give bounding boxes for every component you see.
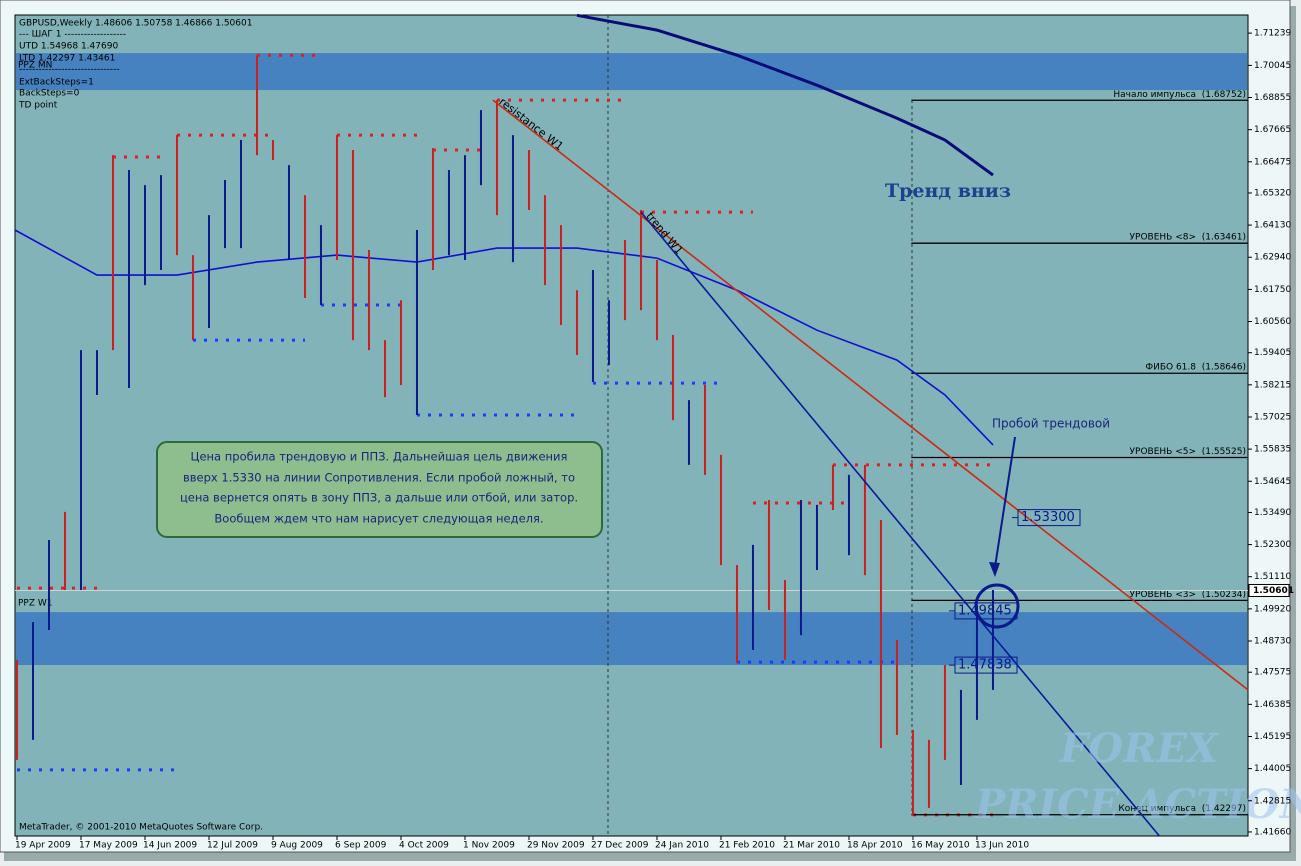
plot-area — [14, 14, 1249, 837]
x-tick-label: 12 Jul 2009 — [207, 841, 258, 851]
y-tick-label: 1.44005 — [1254, 764, 1291, 774]
y-tick-label: 1.52300 — [1254, 540, 1291, 550]
comment-line: Цена пробила трендовую и ППЗ. Дальнейшая… — [191, 450, 568, 464]
y-tick-label: 1.70045 — [1254, 61, 1291, 71]
arrow-head — [989, 562, 1000, 577]
fibo-level-label: Конец импульса — [1118, 804, 1196, 814]
y-tick-label: 1.48730 — [1254, 637, 1291, 647]
fibo-level-value: (1.68752) — [1202, 90, 1246, 100]
fibo-level-value: (1.55525) — [1202, 447, 1246, 457]
x-tick-label: 29 Nov 2009 — [527, 841, 585, 851]
y-tick-label: 1.65320 — [1254, 188, 1291, 198]
header-line: BackSteps=0 — [19, 89, 80, 99]
y-tick-label: 1.57025 — [1254, 412, 1291, 422]
comment-line: цена вернется опять в зону ППЗ, а дальше… — [180, 491, 578, 505]
y-tick-label: 1.41660 — [1254, 827, 1291, 837]
header-line: --- ШАГ 1 ------------------- — [19, 30, 126, 40]
trend-line — [492, 99, 1249, 691]
x-tick-label: 6 Sep 2009 — [335, 841, 387, 851]
fibo-level-label: УРОВЕНЬ <3> — [1130, 590, 1196, 600]
header-line: LTD 1.42297 1.43461 — [19, 54, 115, 64]
header-line: ExtBackSteps=1 — [19, 78, 94, 88]
x-tick-label: 14 Jun 2009 — [143, 841, 197, 851]
last-price-box — [1248, 583, 1290, 597]
y-tick-label: 1.66475 — [1254, 157, 1291, 167]
watermark: FOREX — [1059, 725, 1220, 772]
header-line: UTD 1.54968 1.47690 — [19, 42, 118, 52]
y-tick-label: 1.55835 — [1254, 445, 1291, 455]
price-label: 1.47838 — [958, 658, 1012, 673]
y-tick-label: 1.51110 — [1254, 572, 1291, 582]
fibo-level-label: Начало импульса — [1113, 90, 1196, 100]
price-label-box — [954, 656, 1018, 674]
y-tick-label: 1.45195 — [1254, 732, 1291, 742]
y-tick-label: 1.42815 — [1254, 796, 1291, 806]
y-tick-label: 1.71239 — [1254, 29, 1291, 39]
x-tick-label: 1 Nov 2009 — [463, 841, 515, 851]
fibo-level-label: ФИБО 61.8 — [1145, 363, 1196, 373]
x-tick-label: 18 Apr 2010 — [847, 841, 903, 851]
price-zone — [16, 612, 1247, 666]
fibo-level-value: (1.58646) — [1202, 363, 1246, 373]
fibo-level-label: УРОВЕНЬ <5> — [1130, 447, 1196, 457]
x-tick-label: 17 May 2009 — [79, 841, 138, 851]
x-tick-label: 21 Feb 2010 — [719, 841, 775, 851]
breakout-label: Пробой трендовой — [992, 417, 1110, 431]
y-tick-label: 1.54645 — [1254, 477, 1291, 487]
x-tick-label: 27 Dec 2009 — [591, 841, 649, 851]
fibo-level-value: (1.63461) — [1202, 233, 1246, 243]
y-tick-label: 1.46385 — [1254, 700, 1291, 710]
x-tick-label: 21 Mar 2010 — [783, 841, 840, 851]
trend-line — [640, 211, 1160, 837]
y-tick-label: 1.47575 — [1254, 668, 1291, 678]
moving-average — [14, 229, 994, 446]
y-tick-label: 1.49920 — [1254, 604, 1291, 614]
price-label: 1.53300 — [1021, 510, 1075, 525]
y-tick-label: 1.67665 — [1254, 125, 1291, 135]
header-line: TD point — [18, 101, 58, 111]
y-tick-label: 1.61750 — [1254, 285, 1291, 295]
watermark: PRICE ACTION — [974, 781, 1301, 828]
trend-label: Тренд вниз — [885, 180, 1011, 202]
y-tick-label: 1.64130 — [1254, 221, 1291, 231]
arrow-shaft — [994, 436, 1016, 568]
comment-box — [156, 441, 603, 538]
x-tick-label: 13 Jun 2010 — [975, 841, 1029, 851]
fibo-level-label: УРОВЕНЬ <8> — [1130, 233, 1196, 243]
fibo-level-value: (1.50234) — [1202, 590, 1246, 600]
moving-average — [576, 13, 994, 177]
x-tick-label: 24 Jan 2010 — [655, 841, 709, 851]
zone-label: PPZ W1 — [18, 599, 53, 609]
comment-line: Вообщем ждем что нам нарисует следующая … — [214, 512, 543, 526]
copyright: MetaTrader, © 2001-2010 MetaQuotes Softw… — [19, 823, 263, 833]
fibo-level-value: (1.42297) — [1202, 804, 1246, 814]
x-tick-label: 4 Oct 2009 — [399, 841, 449, 851]
x-tick-label: 9 Aug 2009 — [271, 841, 323, 851]
header-line: GBPUSD,Weekly 1.48606 1.50758 1.46866 1.… — [19, 19, 252, 29]
zone-label: PPZ MN — [18, 61, 52, 71]
y-tick-label: 1.60560 — [1254, 317, 1291, 327]
comment-line: вверх 1.5330 на линии Сопротивления. Есл… — [183, 471, 575, 485]
price-label-box — [1017, 509, 1081, 527]
price-label: 1.49845 — [958, 603, 1012, 618]
price-zone — [16, 53, 1247, 91]
y-tick-label: 1.68855 — [1254, 93, 1291, 103]
breakout-circle — [974, 583, 1020, 629]
y-tick-label: 1.59405 — [1254, 348, 1291, 358]
x-tick-label: 16 May 2010 — [911, 841, 970, 851]
y-tick-label: 1.62940 — [1254, 253, 1291, 263]
last-price-label: 1.50601 — [1253, 586, 1294, 596]
header-line: ------------------------------- — [19, 65, 120, 75]
y-tick-label: 1.58215 — [1254, 380, 1291, 390]
y-tick-label: 1.53490 — [1254, 508, 1291, 518]
x-tick-label: 19 Apr 2009 — [15, 841, 71, 851]
